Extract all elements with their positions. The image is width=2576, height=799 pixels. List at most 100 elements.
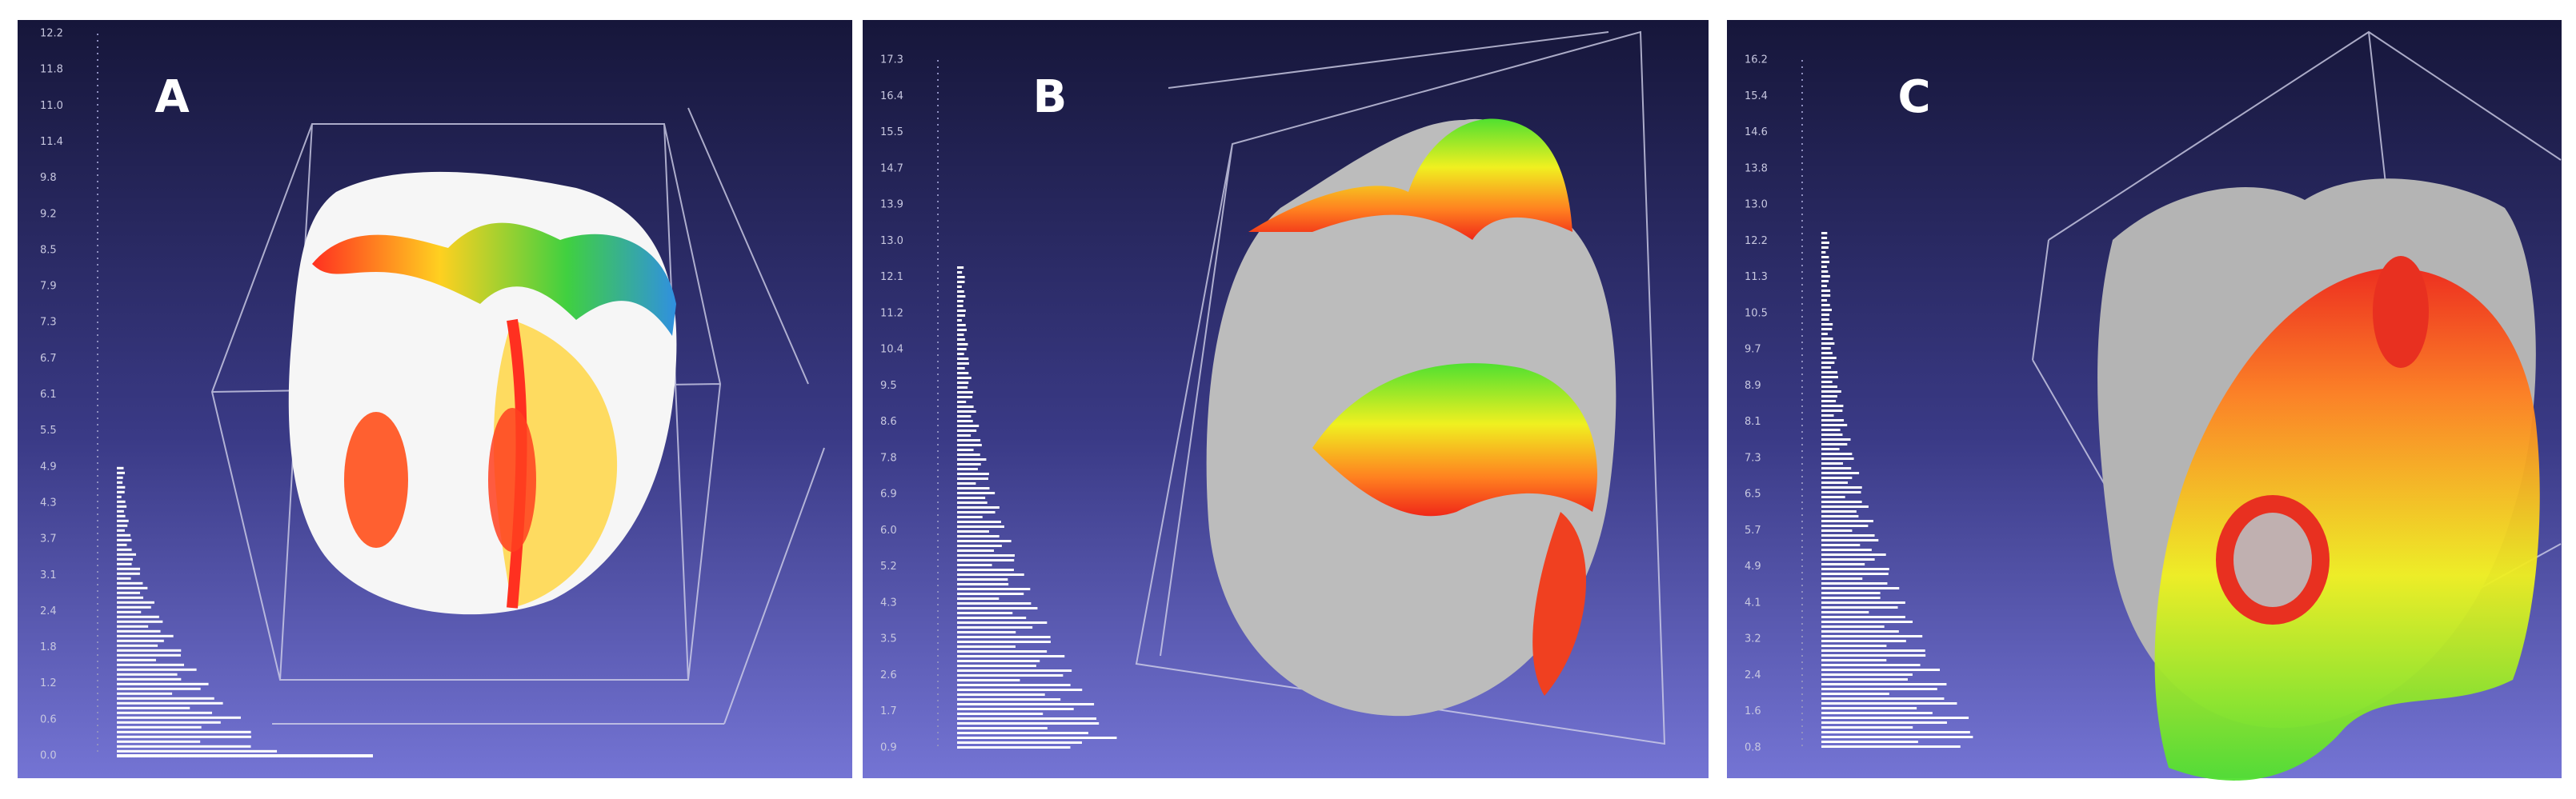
scale-label: 9.5	[880, 380, 897, 392]
histogram-bar	[117, 562, 132, 565]
histogram-bar	[957, 583, 1009, 585]
histogram-bar	[1821, 414, 1834, 417]
histogram-bar	[957, 444, 982, 446]
histogram-bar	[957, 689, 1083, 691]
histogram-bar	[1821, 635, 1923, 637]
histogram-bar	[117, 754, 373, 757]
histogram-bar	[1821, 390, 1841, 393]
histogram-bar	[1821, 640, 1906, 642]
histogram-bar	[1821, 477, 1853, 479]
patch	[2373, 256, 2429, 368]
scale-label: 15.4	[1745, 90, 1768, 102]
histogram-bar	[957, 482, 976, 485]
histogram-bar	[1821, 462, 1844, 465]
histogram-bar	[957, 593, 1024, 595]
histogram-bar	[957, 669, 1072, 672]
histogram-bar	[1821, 481, 1849, 484]
histogram-bar	[957, 367, 965, 370]
histogram-bar	[957, 703, 1095, 705]
scale-label: 11.4	[40, 136, 63, 148]
histogram-bar	[117, 557, 133, 561]
patch	[488, 408, 536, 552]
histogram-bar	[1821, 366, 1832, 369]
histogram-bar	[957, 372, 969, 374]
scale-label: 8.1	[1745, 416, 1761, 428]
scale-label: 7.3	[1745, 452, 1761, 464]
histogram-bar	[957, 396, 973, 398]
scale-label: 7.8	[880, 452, 897, 464]
histogram-bar	[1821, 693, 1889, 695]
histogram-bar	[957, 286, 962, 288]
scale-label: 3.5	[880, 633, 897, 645]
histogram-bar	[117, 481, 123, 484]
histogram-bar	[1821, 294, 1831, 297]
scale-label: 4.9	[40, 461, 57, 473]
histogram-bar	[1821, 577, 1863, 580]
scale-label: 4.3	[880, 597, 897, 609]
histogram-bar	[1821, 275, 1830, 278]
histogram-bar	[957, 382, 969, 384]
histogram-bar	[957, 449, 974, 451]
histogram-bar	[957, 314, 966, 317]
scale-label: 16.4	[880, 90, 903, 102]
histogram-bar	[957, 597, 1000, 600]
histogram-bar	[957, 684, 1071, 686]
scale-label: 0.9	[880, 742, 897, 754]
histogram-bar	[1821, 314, 1830, 316]
histogram-bar	[1821, 726, 1913, 729]
scale-label: 10.5	[1745, 307, 1768, 319]
histogram-bar	[117, 653, 181, 657]
scale-label: 10.4	[880, 344, 903, 356]
scale-label: 8.9	[1745, 380, 1761, 392]
histogram-bar	[1821, 448, 1840, 450]
histogram-bar	[1821, 433, 1843, 436]
histogram-bar	[957, 353, 964, 355]
histogram-bar	[1821, 246, 1829, 249]
histogram-bar	[117, 466, 124, 469]
histogram-bar	[957, 305, 963, 307]
histogram-bar	[117, 505, 127, 508]
histogram-bar	[117, 529, 125, 532]
histogram-bar	[1821, 621, 1913, 623]
histogram-bar	[1821, 280, 1829, 282]
histogram-bar	[117, 692, 173, 695]
histogram-bar	[957, 420, 973, 422]
histogram-bar	[117, 620, 163, 623]
histogram-bar	[957, 338, 966, 341]
histogram-bar	[957, 569, 1014, 571]
histogram-bar	[957, 693, 1045, 696]
scale-label: 5.5	[40, 425, 57, 437]
histogram-bar	[957, 617, 1027, 619]
histogram-bar	[117, 711, 212, 714]
histogram-bar	[1821, 611, 1869, 613]
histogram-bar	[957, 621, 1048, 624]
histogram-bar	[957, 324, 966, 326]
histogram-bar	[1821, 419, 1845, 421]
histogram-bar	[1821, 697, 1945, 700]
histogram-bar	[1821, 318, 1829, 321]
histogram-bar	[117, 509, 124, 513]
scale-label: 11.0	[40, 100, 63, 112]
histogram-bar	[1821, 467, 1852, 469]
histogram-bar	[117, 577, 131, 580]
histogram-bar	[1821, 529, 1853, 532]
histogram-bar	[957, 377, 972, 379]
histogram-bar	[117, 639, 164, 642]
histogram-bar	[1821, 510, 1857, 513]
histogram-bar	[1821, 587, 1900, 589]
scale-label: 15.5	[880, 126, 903, 138]
histogram-bar	[957, 727, 1048, 729]
histogram-bar	[957, 487, 990, 489]
histogram-bar	[1821, 347, 1831, 350]
histogram-bar	[1821, 606, 1898, 609]
histogram-bar	[1821, 457, 1854, 460]
histogram-bar	[117, 553, 137, 556]
scale-label: 0.0	[40, 750, 57, 762]
histogram-bar	[117, 749, 278, 753]
histogram-bar	[117, 716, 241, 719]
histogram-bar	[1821, 712, 1933, 714]
render-b	[1135, 30, 1666, 745]
scale-label: 11.2	[880, 307, 903, 319]
histogram-bar	[1821, 664, 1921, 666]
histogram-bar	[1821, 232, 1828, 234]
